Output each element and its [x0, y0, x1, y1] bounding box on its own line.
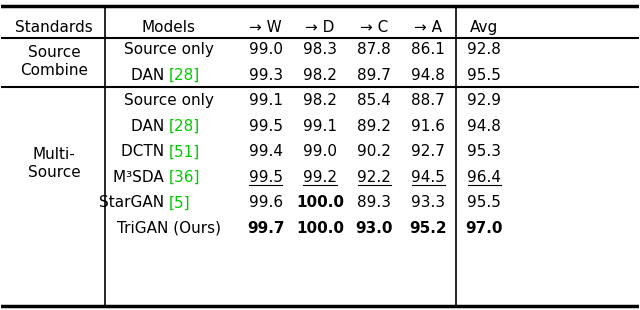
Text: Standards: Standards [15, 20, 93, 35]
Text: Source only: Source only [124, 93, 214, 108]
Text: Models: Models [142, 20, 196, 35]
Text: M³SDA: M³SDA [113, 170, 169, 185]
Text: 100.0: 100.0 [296, 195, 344, 210]
Text: 94.5: 94.5 [412, 170, 445, 185]
Text: 99.0: 99.0 [249, 42, 283, 57]
Text: 100.0: 100.0 [296, 221, 344, 236]
Text: 95.5: 95.5 [467, 195, 501, 210]
Text: → A: → A [414, 20, 442, 35]
Text: 86.1: 86.1 [412, 42, 445, 57]
Text: → C: → C [360, 20, 388, 35]
Text: 89.3: 89.3 [357, 195, 391, 210]
Text: 98.2: 98.2 [303, 93, 337, 108]
Text: DAN: DAN [131, 68, 169, 83]
Text: 99.4: 99.4 [249, 144, 283, 159]
Text: Source only: Source only [124, 42, 214, 57]
Text: 91.6: 91.6 [412, 119, 445, 134]
Text: 85.4: 85.4 [357, 93, 391, 108]
Text: 95.2: 95.2 [410, 221, 447, 236]
Text: 99.5: 99.5 [249, 119, 283, 134]
Text: 92.8: 92.8 [467, 42, 501, 57]
Text: 99.1: 99.1 [249, 93, 283, 108]
Text: 88.7: 88.7 [412, 93, 445, 108]
Text: 99.2: 99.2 [303, 170, 337, 185]
Text: Multi-
Source: Multi- Source [28, 147, 81, 179]
Text: 97.0: 97.0 [466, 221, 503, 236]
Text: [28]: [28] [169, 68, 200, 83]
Text: 99.5: 99.5 [249, 170, 283, 185]
Text: 99.6: 99.6 [249, 195, 283, 210]
Text: 89.7: 89.7 [357, 68, 391, 83]
Text: 87.8: 87.8 [357, 42, 391, 57]
Text: 95.3: 95.3 [467, 144, 501, 159]
Text: 93.0: 93.0 [355, 221, 393, 236]
Text: TriGAN (Ours): TriGAN (Ours) [117, 221, 221, 236]
Text: 98.3: 98.3 [303, 42, 337, 57]
Text: 90.2: 90.2 [357, 144, 391, 159]
Text: 99.7: 99.7 [247, 221, 285, 236]
Text: [36]: [36] [169, 170, 200, 185]
Text: → W: → W [250, 20, 282, 35]
Text: [28]: [28] [169, 119, 200, 134]
Text: DCTN: DCTN [121, 144, 169, 159]
Text: 96.4: 96.4 [467, 170, 501, 185]
Text: 99.3: 99.3 [249, 68, 283, 83]
Text: 89.2: 89.2 [357, 119, 391, 134]
Text: DAN: DAN [131, 119, 169, 134]
Text: 95.5: 95.5 [467, 68, 501, 83]
Text: 92.7: 92.7 [412, 144, 445, 159]
Text: 94.8: 94.8 [467, 119, 501, 134]
Text: → D: → D [305, 20, 335, 35]
Text: Source
Combine: Source Combine [20, 45, 88, 78]
Text: 92.2: 92.2 [357, 170, 391, 185]
Text: [51]: [51] [169, 144, 200, 159]
Text: 93.3: 93.3 [412, 195, 445, 210]
Text: 92.9: 92.9 [467, 93, 501, 108]
Text: Avg: Avg [470, 20, 499, 35]
Text: [5]: [5] [169, 195, 191, 210]
Text: 98.2: 98.2 [303, 68, 337, 83]
Text: StarGAN: StarGAN [99, 195, 169, 210]
Text: 99.0: 99.0 [303, 144, 337, 159]
Text: 94.8: 94.8 [412, 68, 445, 83]
Text: 99.1: 99.1 [303, 119, 337, 134]
